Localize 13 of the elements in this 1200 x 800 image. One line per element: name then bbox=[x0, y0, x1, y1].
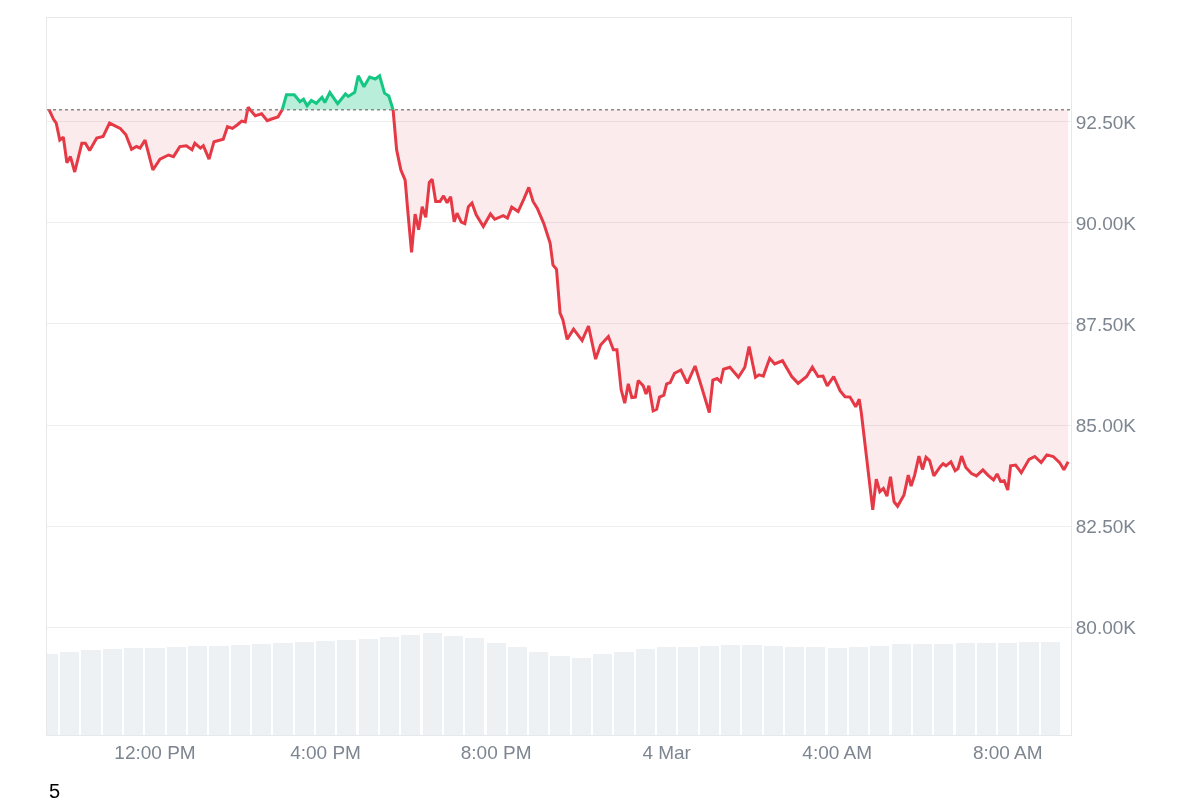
y-tick-label: 87.50K bbox=[1075, 313, 1137, 335]
y-tick-label: 82.50K bbox=[1075, 515, 1137, 537]
y-tick-label: 80.00K bbox=[1075, 616, 1137, 638]
x-tick-label: 4:00 AM bbox=[802, 741, 873, 763]
y-tick-label: 92.50K bbox=[1075, 111, 1137, 133]
x-tick-label: 4 Mar bbox=[642, 741, 692, 763]
y-tick-label: 90.00K bbox=[1075, 212, 1137, 234]
x-tick-label: 8:00 AM bbox=[972, 741, 1043, 763]
y-tick-label: 85.00K bbox=[1075, 414, 1137, 436]
x-tick-label: 8:00 PM bbox=[460, 741, 532, 763]
x-tick-label: 12:00 PM bbox=[114, 741, 196, 763]
x-tick-label: 4:00 PM bbox=[290, 741, 361, 763]
text: 5 bbox=[49, 780, 61, 800]
